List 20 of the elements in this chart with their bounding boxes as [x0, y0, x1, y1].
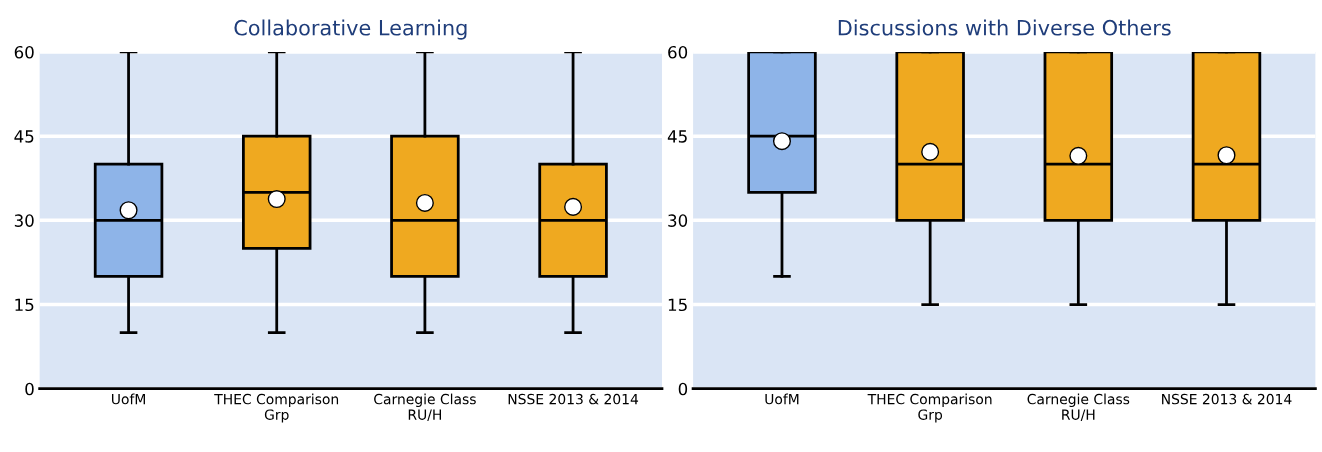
y-tick-label: 15	[15, 298, 34, 312]
x-tick-label: NSSE 2013 & 2014	[508, 393, 639, 405]
x-tick-label: UofM	[112, 393, 145, 405]
x-tick-label: THEC Comparison Grp	[214, 393, 339, 423]
y-tick-label: 45	[667, 130, 687, 143]
x-tick-label: UofM	[765, 393, 799, 405]
chart-title: Discussions with Diverse Others	[838, 19, 1171, 36]
y-tick-label: 0	[678, 382, 688, 396]
x-tick-label: Carnegie Class RU/H	[1027, 393, 1130, 421]
y-tick-label: 30	[14, 214, 34, 227]
y-tick-label: 15	[668, 298, 687, 312]
x-tick-label: NSSE 2013 & 2014	[1162, 393, 1292, 405]
y-tick-label: 30	[668, 214, 688, 227]
y-tick-label: 60	[668, 45, 688, 59]
y-tick-label: 45	[14, 130, 34, 143]
x-tick-label: Carnegie Class RU/H	[374, 393, 476, 421]
x-tick-label: THEC Comparison Grp	[867, 393, 992, 423]
y-tick-label: 0	[25, 382, 34, 396]
y-tick-label: 60	[14, 45, 34, 59]
chart-title: Collaborative Learning	[234, 19, 467, 40]
